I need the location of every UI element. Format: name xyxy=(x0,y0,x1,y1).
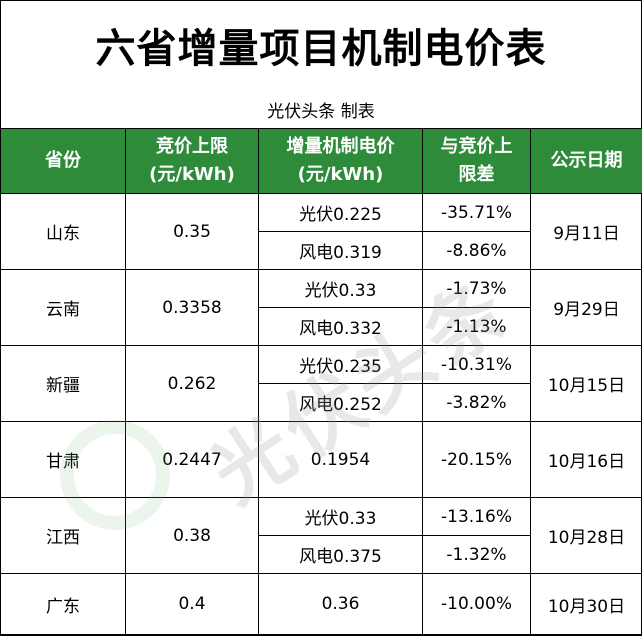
header-text: 竞价上限 xyxy=(156,136,228,157)
mechanism-price-cell: 风电0.332 xyxy=(258,307,423,346)
cap-cell: 0.2447 xyxy=(125,421,259,498)
subtitle: 光伏头条 制表 xyxy=(267,101,375,122)
cap-cell: 0.4 xyxy=(125,573,259,635)
cap-cell: 0.3358 xyxy=(125,269,259,346)
diff-cell: -1.32% xyxy=(422,535,531,574)
diff-cell: -20.15% xyxy=(422,421,531,498)
province-cell: 山东 xyxy=(0,193,126,270)
table-row: 江西 0.38 光伏0.33 -13.16% 10月28日 xyxy=(0,497,642,574)
header-text: (元/kWh) xyxy=(149,164,235,185)
header-province: 省份 xyxy=(0,128,126,194)
date-cell: 9月11日 xyxy=(530,193,642,270)
header-diff: 与竞价上 限差 xyxy=(422,128,531,194)
date-cell: 10月30日 xyxy=(530,573,642,635)
date-cell: 10月15日 xyxy=(530,345,642,422)
header-row: 省份 竞价上限 (元/kWh) 增量机制电价 (元/kWh) 与竞价上限差 公示日期 xyxy=(0,128,642,194)
header-text: 增量机制电价 xyxy=(286,136,395,157)
table-row: 风电0.332 -1.13% xyxy=(1,307,642,346)
diff-cell: -1.13% xyxy=(422,307,531,346)
diff-cell: -13.16% xyxy=(422,497,531,536)
mechanism-price-cell: 风电0.252 xyxy=(258,383,423,422)
header-text: 省份 xyxy=(45,150,81,171)
cap-cell: 0.262 xyxy=(125,345,259,422)
header-date: 公示日期 xyxy=(530,128,642,194)
table-row: 风电0.319 -8.86% xyxy=(1,231,642,270)
province-cell: 广东 xyxy=(0,573,126,635)
mechanism-price-cell: 光伏0.225 xyxy=(258,193,423,232)
province-cell: 云南 xyxy=(0,269,126,346)
province-cell: 新疆 xyxy=(0,345,126,422)
mechanism-price-cell: 光伏0.33 xyxy=(258,497,423,536)
diff-cell: -3.82% xyxy=(422,383,531,422)
price-table: 省份 竞价上限 (元/kWh) 增量机制电价 (元/kWh) 与竞价上限差 公示日期… xyxy=(0,128,642,635)
mechanism-price-cell: 光伏0.235 xyxy=(258,345,423,384)
header-text: 限差 xyxy=(458,164,495,185)
table-row: 山东 0.35 光伏0.225 -35.71% 9月11日 xyxy=(0,193,642,270)
header-text: 公示日期 xyxy=(550,150,623,171)
mechanism-price-cell: 风电0.375 xyxy=(258,535,423,574)
table-row: 甘肃 0.2447 0.1954 -20.15% 10月16日 xyxy=(0,421,642,498)
mechanism-price-cell: 光伏0.33 xyxy=(258,269,423,308)
diff-cell: -10.00% xyxy=(422,573,531,635)
date-cell: 10月16日 xyxy=(530,421,642,498)
table-row: 广东 0.4 0.36 -10.00% 10月30日 xyxy=(0,573,642,635)
date-cell: 9月29日 xyxy=(530,269,642,346)
table-row: 新疆 0.262 光伏0.235 -10.31% 10月15日 xyxy=(0,345,642,422)
date-cell: 10月28日 xyxy=(530,497,642,574)
province-cell: 江西 xyxy=(0,497,126,574)
header-text: (元/kWh) xyxy=(297,164,384,185)
mechanism-price-cell: 0.1954 xyxy=(258,421,423,498)
header-text: 与竞价上 xyxy=(440,136,513,157)
header-mechanism-price: 增量机制电价 (元/kWh) xyxy=(258,128,423,194)
diff-cell: -1.73% xyxy=(422,269,531,308)
table-row: 云南 0.3358 光伏0.33 -1.73% 9月29日 xyxy=(0,269,642,346)
cap-cell: 0.38 xyxy=(125,497,259,574)
diff-cell: -10.31% xyxy=(422,345,531,384)
diff-cell: -35.71% xyxy=(422,193,531,232)
province-cell: 甘肃 xyxy=(0,421,126,498)
cap-cell: 0.35 xyxy=(125,193,259,270)
header-cap: 竞价上限 (元/kWh) xyxy=(125,128,259,194)
diff-cell: -8.86% xyxy=(422,231,531,270)
mechanism-price-cell: 0.36 xyxy=(258,573,423,635)
mechanism-price-cell: 风电0.319 xyxy=(258,231,423,270)
page-title: 六省增量项目机制电价表 xyxy=(95,26,547,72)
table-row: 风电0.375 -1.32% xyxy=(1,535,642,574)
